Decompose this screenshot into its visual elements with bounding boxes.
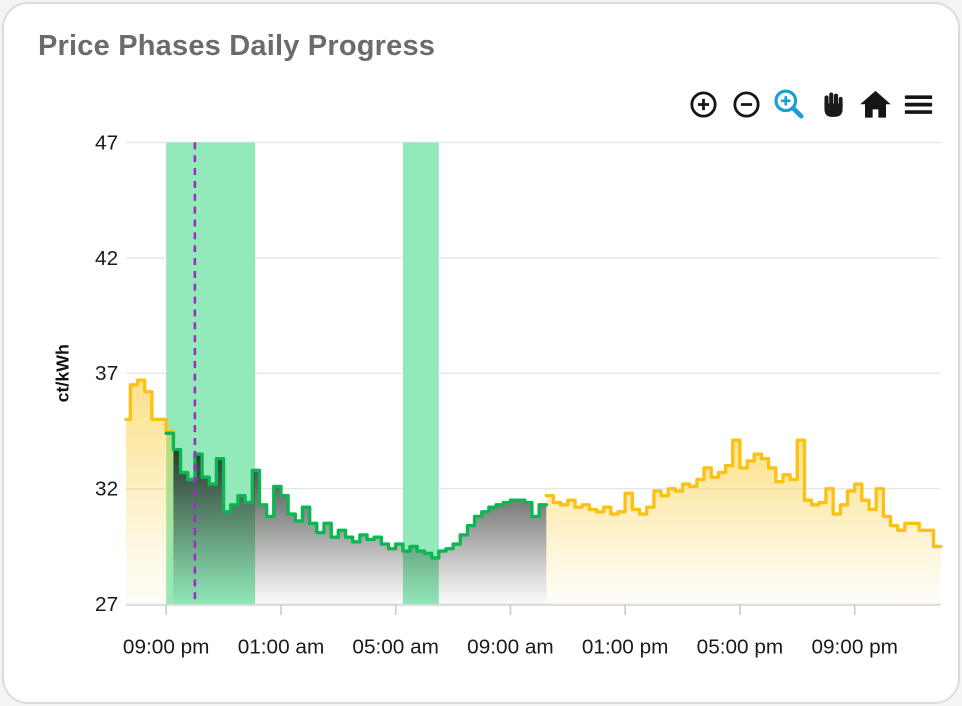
x-tick-label: 01:00 pm [582, 636, 669, 659]
cheap-window-2 [402, 142, 439, 605]
pan-button[interactable] [814, 86, 850, 122]
pan-hand-icon [823, 92, 843, 117]
y-axis-title: ct/kWh [53, 344, 73, 402]
y-tick-label: 42 [95, 247, 118, 270]
box-zoom-button[interactable] [771, 86, 807, 122]
y-tick-label: 32 [95, 478, 118, 501]
high-price-phase-day-line [544, 438, 943, 549]
menu-icon [904, 94, 932, 114]
menu-button[interactable] [900, 86, 936, 122]
x-tick-label: 09:00 pm [811, 636, 898, 659]
y-tick-label: 47 [95, 131, 118, 154]
x-tick-label: 09:00 pm [123, 636, 210, 659]
low-price-phase-line [164, 431, 549, 560]
low-price-phase-fill [173, 449, 547, 605]
box-zoom-icon [774, 89, 804, 119]
high-price-phase-day-fill [546, 440, 941, 605]
reset-home-button[interactable] [857, 86, 893, 122]
series-lines [124, 378, 943, 560]
zoom-in-icon [689, 90, 717, 118]
x-tick-label: 01:00 am [238, 636, 325, 659]
y-tick-label: 27 [95, 593, 118, 616]
y-gridlines: 27 32 37 42 47 [95, 131, 941, 616]
high-price-phase-evening-fill [126, 380, 174, 605]
y-tick-label: 37 [95, 362, 118, 385]
home-icon [859, 90, 891, 118]
zoom-out-button[interactable] [728, 86, 764, 122]
chart-toolbar [685, 86, 936, 122]
x-tick-label: 09:00 am [467, 636, 554, 659]
x-tick-label: 05:00 am [352, 636, 439, 659]
high-price-phase-evening-line [124, 378, 176, 433]
page-title: Price Phases Daily Progress [38, 30, 436, 62]
zoom-out-icon [732, 90, 760, 118]
x-tick-label: 05:00 pm [697, 636, 784, 659]
series-fills [126, 380, 941, 605]
zoom-in-button[interactable] [685, 86, 721, 122]
x-axis: 09:00 pm 01:00 am 05:00 am 09:00 am 01:00 pm… [123, 604, 941, 659]
